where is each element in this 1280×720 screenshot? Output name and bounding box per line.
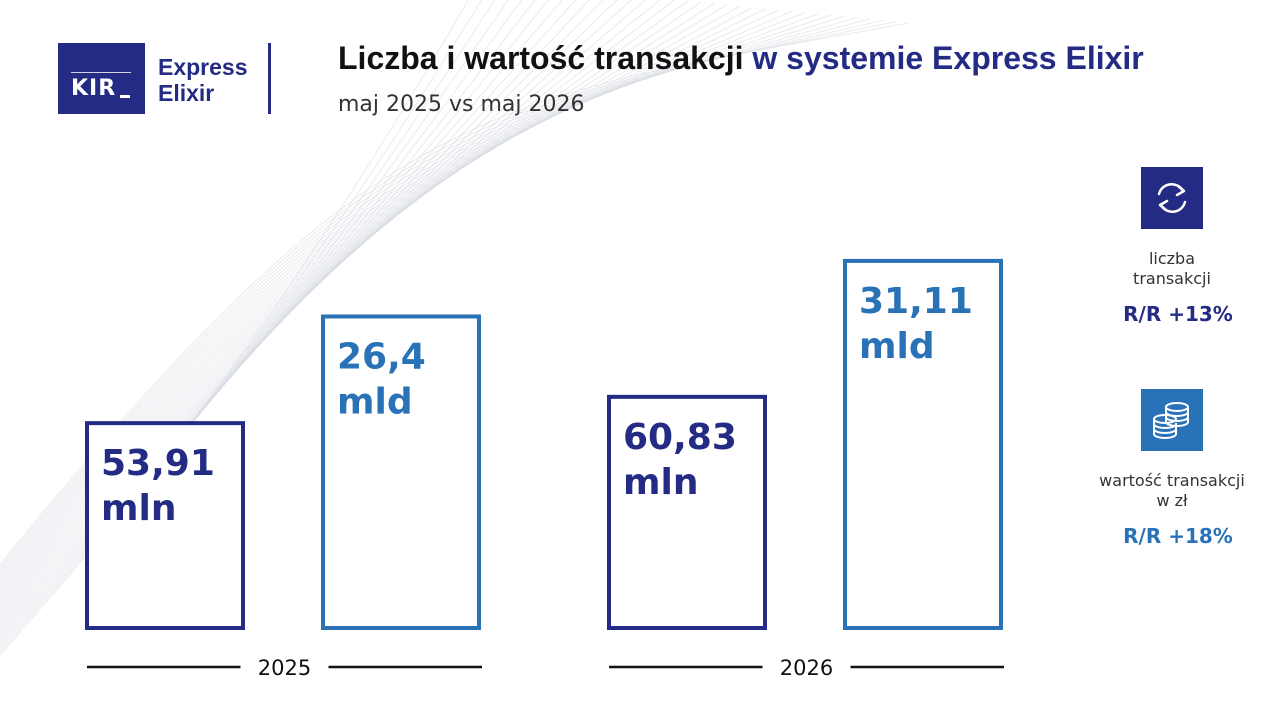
- page-subtitle: maj 2025 vs maj 2026: [338, 92, 585, 117]
- kpi-count-label-line2: transakcji: [1133, 269, 1211, 288]
- bar-2026-value: [843, 258, 1003, 630]
- unit-label-2026-value: mld: [859, 326, 935, 367]
- unit-label-2026-count: mln: [623, 462, 698, 503]
- background-wave-line: [0, 0, 618, 625]
- background-wave-line: [0, 0, 689, 612]
- background-wave-line: [0, 0, 632, 622]
- logo-brand-line2: Elixir: [158, 80, 215, 106]
- background-wave-line: [0, 0, 604, 628]
- kpi-count-value: R/R +13%: [1123, 302, 1233, 326]
- coins-stack-icon: [1141, 389, 1203, 451]
- kir-logo-line: [71, 72, 131, 73]
- exchange-arrows-icon: [1141, 167, 1203, 229]
- page-title: Liczba i wartość transakcji w systemie E…: [338, 40, 1144, 77]
- background-wave-line: [0, 0, 661, 617]
- category-label-2026: 2026: [780, 656, 833, 680]
- background-wave-line: [0, 1, 702, 609]
- kir-logo-bar: [120, 95, 130, 98]
- data-label-2026-count: 60,83: [623, 417, 737, 458]
- data-label-2026-value: 31,11: [859, 281, 973, 322]
- express-elixir-logo: Express Elixir: [158, 54, 248, 106]
- kpi-value-value: R/R +18%: [1123, 524, 1233, 548]
- background-wave-line: [0, 0, 647, 620]
- kpi-value-label: wartość transakcji w zł: [1087, 471, 1257, 511]
- kir-logo-text: KIR: [71, 76, 117, 101]
- kpi-count-label: liczba transakcji: [1087, 249, 1257, 289]
- background-wave-line: [0, 22, 910, 566]
- background-wave-line: [0, 0, 676, 614]
- title-main: Liczba i wartość transakcji: [338, 40, 744, 76]
- category-label-2025: 2025: [258, 656, 311, 680]
- data-label-2025-count: 53,91: [101, 443, 215, 484]
- bar-2025-count: [85, 421, 245, 630]
- kir-logo: KIR: [58, 43, 145, 114]
- unit-label-2025-count: mln: [101, 488, 176, 529]
- title-accent: w systemie Express Elixir: [752, 40, 1144, 76]
- kpi-value-label-line2: w zł: [1156, 491, 1188, 510]
- bar-2025-value: [321, 314, 481, 630]
- logo-brand-line1: Express: [158, 54, 248, 80]
- data-label-2025-value: 26,4: [337, 336, 426, 377]
- kpi-count-label-line1: liczba: [1148, 249, 1196, 268]
- kpi-value-label-line1: wartość transakcji: [1099, 471, 1245, 490]
- unit-label-2025-value: mld: [337, 381, 413, 422]
- logo-divider: [268, 43, 271, 114]
- bar-2026-count: [607, 394, 767, 631]
